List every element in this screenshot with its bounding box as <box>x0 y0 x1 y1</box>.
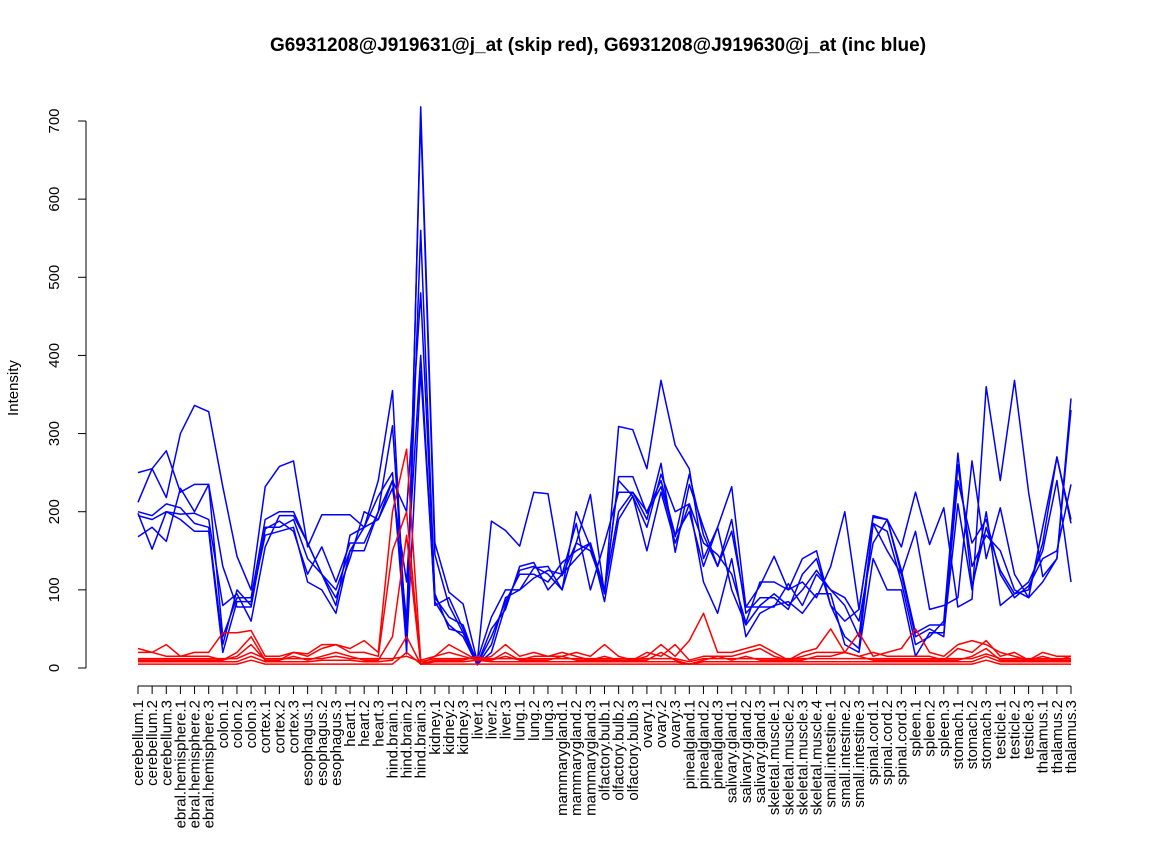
x-tick-label: liver.3 <box>498 700 515 739</box>
x-tick-label: kidney.3 <box>455 700 472 755</box>
series-line-skip-6 <box>137 448 1072 661</box>
x-tick-label: testicle.1 <box>992 700 1009 759</box>
x-tick-label: ovary.3 <box>667 700 684 748</box>
series-line-inc-0 <box>137 106 1072 663</box>
series-line-inc-2 <box>137 229 1072 665</box>
x-tick-label: cortex.3 <box>286 700 303 753</box>
series-line-skip-8 <box>138 534 1071 665</box>
x-tick-label: colon.2 <box>229 700 246 748</box>
x-tick-label: small.intestine.3 <box>851 700 868 808</box>
x-tick-label: spinal.cord.3 <box>893 700 910 785</box>
x-tick-label: thalamus.2 <box>1049 700 1066 773</box>
x-tick-label: mammarygland.3 <box>582 700 599 816</box>
x-tick-label: liver.2 <box>483 700 500 739</box>
x-tick-label: cerebellum.2 <box>144 700 161 786</box>
x-tick-label: cerebellum.1 <box>130 700 147 786</box>
x-tick-label: stomach.3 <box>978 700 995 769</box>
x-tick-label: hind.brain.1 <box>384 700 401 778</box>
x-tick-label: lung.2 <box>526 700 543 741</box>
x-tick-label: spleen.3 <box>936 700 953 757</box>
x-tick-label: salivary.gland.2 <box>738 700 755 803</box>
x-tick-label: esophagus.1 <box>300 700 317 786</box>
x-tick-label: hind.brain.2 <box>399 700 416 778</box>
x-tick-label: spleen.1 <box>908 700 925 757</box>
x-tick-label: pinealgland.3 <box>710 700 727 789</box>
y-tick-label: 600 <box>46 187 63 212</box>
x-tick-label: olfactory.bulb.1 <box>597 700 614 801</box>
x-tick-label: small.intestine.2 <box>837 700 854 808</box>
x-tick-label: kidney.2 <box>441 700 458 755</box>
x-tick-label: heart.3 <box>370 700 387 747</box>
x-tick-label: pinealgland.2 <box>695 700 712 789</box>
x-tick-label: cortex.1 <box>257 700 274 753</box>
series-line-skip-9 <box>138 635 1071 665</box>
x-tick-label: ebral.hemisphere.1 <box>172 700 189 828</box>
x-tick-label: olfactory.bulb.3 <box>625 700 642 801</box>
x-tick-label: lung.1 <box>512 700 529 741</box>
x-tick-label: spleen.2 <box>922 700 939 757</box>
chart-title: G6931208@J919631@j_at (skip red), G69312… <box>270 35 926 56</box>
y-tick-label: 100 <box>46 577 63 602</box>
series-line-skip-11 <box>138 651 1071 663</box>
x-tick-label: cortex.2 <box>271 700 288 753</box>
y-tick-label: 700 <box>46 108 63 133</box>
y-tick-label: 500 <box>46 265 63 290</box>
x-tick-label: cerebellum.3 <box>158 700 175 786</box>
x-tick-label: mammarygland.1 <box>554 700 571 816</box>
series-line-inc-4 <box>137 354 1072 665</box>
x-tick-label: liver.1 <box>469 700 486 739</box>
x-tick-label: thalamus.3 <box>1063 700 1080 773</box>
x-tick-label: spinal.cord.2 <box>879 700 896 785</box>
x-tick-label: testicle.3 <box>1021 700 1038 759</box>
y-tick-label: 400 <box>46 343 63 368</box>
x-tick-label: spinal.cord.1 <box>865 700 882 785</box>
x-tick-label: thalamus.1 <box>1035 700 1052 773</box>
x-tick-label: pinealgland.1 <box>681 700 698 789</box>
x-tick-label: esophagus.3 <box>328 700 345 786</box>
series-line-skip-7 <box>138 510 1071 665</box>
y-axis-label: Intensity <box>5 360 22 416</box>
x-tick-label: small.intestine.1 <box>823 700 840 808</box>
x-tick-label: ebral.hemisphere.3 <box>201 700 218 828</box>
x-tick-label: stomach.1 <box>950 700 967 769</box>
x-tick-label: ebral.hemisphere.2 <box>187 700 204 828</box>
x-tick-label: skeletal.muscle.4 <box>809 700 826 815</box>
x-tick-label: testicle.2 <box>1006 700 1023 759</box>
x-tick-label: lung.3 <box>540 700 557 741</box>
x-tick-label: ovary.2 <box>653 700 670 748</box>
x-tick-label: mammarygland.2 <box>568 700 585 816</box>
x-tick-label: olfactory.bulb.2 <box>611 700 628 801</box>
y-tick-label: 300 <box>46 421 63 446</box>
x-tick-label: heart.1 <box>342 700 359 747</box>
x-tick-label: hind.brain.3 <box>413 700 430 778</box>
x-tick-label: colon.1 <box>215 700 232 748</box>
x-tick-label: kidney.1 <box>427 700 444 755</box>
x-tick-label: esophagus.2 <box>314 700 331 786</box>
y-tick-label: 0 <box>46 664 63 672</box>
x-tick-label: colon.3 <box>243 700 260 748</box>
y-axis: 0 100 200 300 400 500 600 700 <box>46 108 87 672</box>
x-tick-label: heart.2 <box>356 700 373 747</box>
x-tick-label: salivary.gland.3 <box>752 700 769 803</box>
series-layer <box>137 106 1072 666</box>
x-tick-label: skeletal.muscle.1 <box>766 700 783 815</box>
y-tick-label: 200 <box>46 499 63 524</box>
x-tick-label: stomach.2 <box>964 700 981 769</box>
series-line-skip-10 <box>138 651 1071 665</box>
x-axis: cerebellum.1cerebellum.2cerebellum.3ebra… <box>130 685 1080 828</box>
x-tick-label: salivary.gland.1 <box>724 700 741 803</box>
x-tick-label: skeletal.muscle.3 <box>794 700 811 815</box>
x-tick-label: ovary.1 <box>639 700 656 748</box>
series-line-inc-1 <box>137 116 1072 661</box>
x-tick-label: skeletal.muscle.2 <box>780 700 797 815</box>
